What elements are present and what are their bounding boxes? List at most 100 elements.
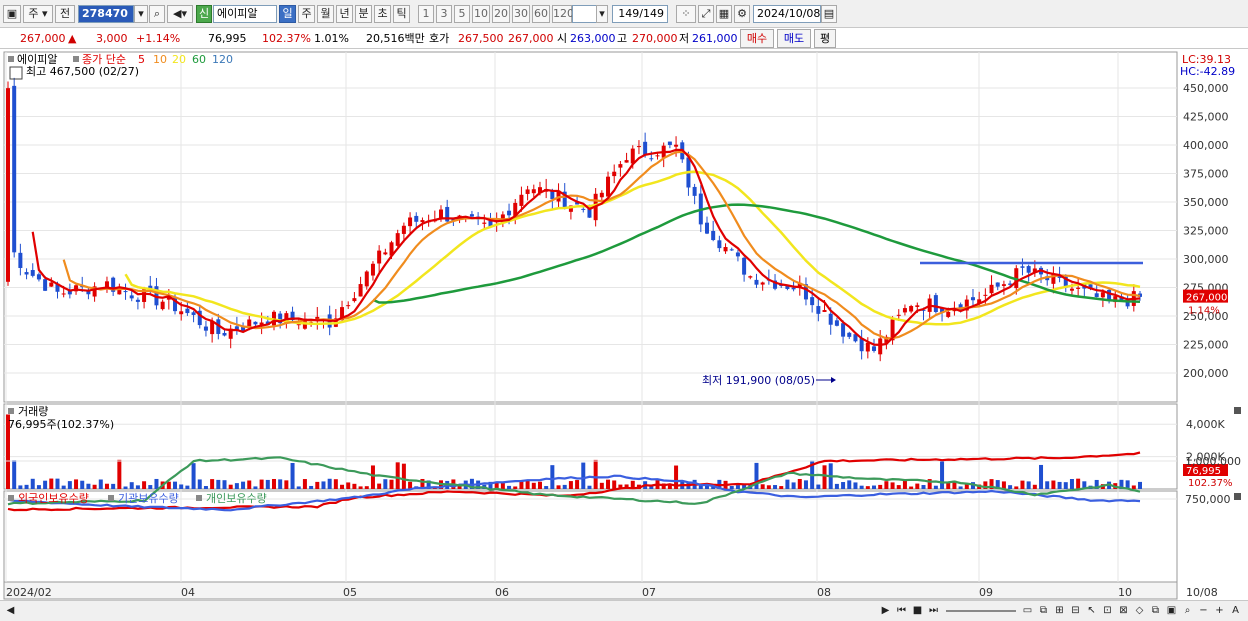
holdings-legend-label: 개인보유수량 — [206, 492, 267, 505]
stop-icon[interactable]: ■ — [912, 605, 923, 616]
tool-icon-6[interactable]: ⊡ — [1103, 605, 1112, 616]
volume-bar — [259, 479, 264, 489]
type-select[interactable]: 주 ▾ — [23, 5, 53, 23]
volume-bar — [754, 462, 759, 489]
interval-button[interactable]: 20 — [492, 5, 510, 23]
last-icon[interactable]: ⏭ — [929, 605, 938, 616]
tool-icon-5[interactable]: ↖ — [1087, 605, 1096, 616]
stock-chart[interactable]: 450,000 425,000 400,000 375,000 350,000 325,0… — [0, 50, 1248, 600]
minus-icon[interactable]: − — [1199, 605, 1208, 616]
candle-body — [568, 205, 573, 212]
candle-body — [482, 222, 487, 224]
volume-tag-box — [1183, 464, 1228, 476]
volume-bar — [711, 486, 716, 489]
candle-body — [667, 141, 672, 145]
interval-button[interactable]: 30 — [512, 5, 530, 23]
period-button[interactable]: 틱 — [393, 5, 410, 23]
interval-button[interactable]: 1 — [418, 5, 434, 23]
volume-bar — [537, 481, 542, 489]
count-field[interactable]: 149/149 — [612, 5, 668, 23]
interval-button[interactable]: 120 — [552, 5, 574, 23]
tool-icon-1[interactable]: ▭ — [1022, 605, 1033, 616]
code-dropdown-icon[interactable]: ▾ — [134, 5, 148, 23]
font-icon[interactable]: A — [1232, 605, 1239, 616]
tool-icon-8[interactable]: ◇ — [1135, 605, 1144, 616]
x-axis-label: 09 — [979, 586, 993, 599]
interval-dropdown-icon[interactable]: ▾ — [596, 5, 608, 23]
candle-body — [581, 208, 586, 210]
volume-bar — [909, 486, 914, 489]
tool-icon-2[interactable]: ⧉ — [1039, 605, 1048, 616]
eval-button[interactable]: 평 — [814, 29, 836, 48]
scroll-left-icon[interactable]: ◀ — [6, 605, 15, 616]
volume-bar — [129, 482, 134, 489]
candle-body — [67, 289, 72, 295]
sell-button[interactable]: 매도 — [777, 29, 811, 48]
period-button[interactable]: 주 — [298, 5, 315, 23]
tool-icon-4[interactable]: ⊟ — [1071, 605, 1080, 616]
date-field[interactable]: 2024/10/08 — [753, 5, 821, 23]
period-button[interactable]: 월 — [317, 5, 334, 23]
tool-icon-7[interactable]: ⊠ — [1119, 605, 1128, 616]
volume-bar — [940, 460, 945, 489]
volume-bar — [154, 478, 159, 489]
tool-icon-10[interactable]: ▣ — [1166, 605, 1177, 616]
x-axis-label: 04 — [181, 586, 195, 599]
tool-icon-9[interactable]: ⧉ — [1151, 605, 1160, 616]
period-button[interactable]: 년 — [336, 5, 353, 23]
price-y-tick: 200,000 — [1183, 367, 1229, 380]
zoom-icon[interactable]: ⌕ — [1184, 605, 1191, 616]
candle-body — [618, 164, 623, 168]
chart-panel-2 — [3, 403, 1178, 490]
code-input[interactable]: 278470 — [78, 5, 134, 23]
candle-body — [909, 306, 914, 312]
calendar-icon[interactable]: ▤ — [821, 5, 837, 23]
volume-bar — [55, 478, 60, 489]
low-value: 261,000 — [692, 32, 738, 45]
volume-bar — [890, 482, 895, 489]
tool-icon-3[interactable]: ⊞ — [1055, 605, 1064, 616]
interval-button[interactable]: 60 — [532, 5, 550, 23]
candle-body — [117, 287, 122, 295]
search-icon[interactable]: ⌕ — [149, 5, 165, 23]
candle-body — [803, 284, 808, 300]
first-icon[interactable]: ⏮ — [897, 605, 906, 616]
volume-bar — [933, 485, 938, 489]
plus-icon[interactable]: + — [1215, 605, 1224, 616]
period-button[interactable]: 초 — [374, 5, 391, 23]
buy-button[interactable]: 매수 — [740, 29, 774, 48]
volume-ratio: 102.37% — [262, 32, 311, 45]
sound-icon[interactable]: ◀▾ — [167, 5, 193, 23]
low-note: 최저 191,900 (08/05) — [702, 374, 815, 387]
grid-icon[interactable]: ▦ — [716, 5, 732, 23]
volume-bar — [834, 483, 839, 489]
turnover-value: 1.01% — [314, 32, 349, 45]
volume-bar — [599, 482, 604, 489]
volume-bar — [12, 460, 17, 489]
window-icon[interactable]: ▣ — [3, 5, 21, 23]
interval-button[interactable]: 10 — [472, 5, 490, 23]
interval-button[interactable]: 5 — [454, 5, 470, 23]
volume-bar — [185, 485, 190, 489]
zoom-slider[interactable] — [946, 610, 1016, 612]
volume-bar — [111, 483, 116, 489]
dots-icon[interactable]: ⁘ — [676, 5, 696, 23]
volume-bar — [302, 479, 307, 489]
volume-bar — [383, 479, 388, 489]
volume-bar — [92, 484, 97, 489]
ma10-line — [62, 150, 1141, 340]
hc-label: HC:-42.89 — [1180, 65, 1235, 78]
expand-icon[interactable]: ⤢ — [698, 5, 714, 23]
period-button[interactable]: 일 — [279, 5, 296, 23]
next-icon[interactable]: ▶ — [881, 605, 890, 616]
volume-bar — [278, 479, 283, 489]
volume-bar — [797, 478, 802, 489]
gear-icon[interactable]: ⚙ — [734, 5, 750, 23]
period-button[interactable]: 분 — [355, 5, 372, 23]
volume-value: 76,995 — [208, 32, 247, 45]
price-y-tick: 450,000 — [1183, 82, 1229, 95]
interval-button[interactable]: 3 — [436, 5, 452, 23]
legend-ma-period: 20 — [172, 53, 186, 66]
prev-button[interactable]: 전 — [55, 5, 75, 23]
volume-bar — [315, 481, 320, 489]
